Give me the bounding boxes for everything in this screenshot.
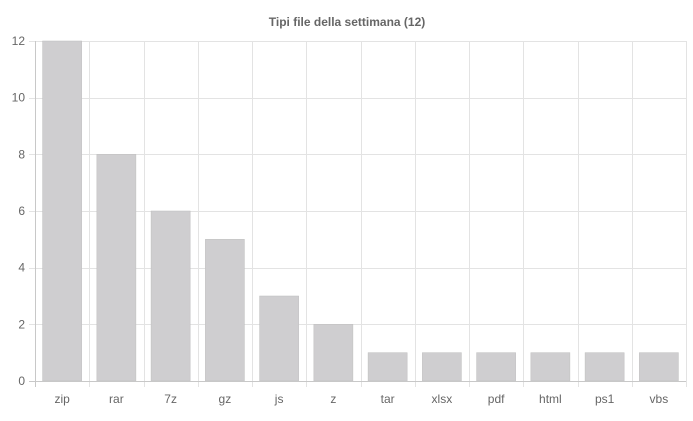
bar-xlsx[interactable] [422, 352, 462, 382]
bar-js[interactable] [259, 295, 299, 382]
y-tick-label: 6 [18, 204, 25, 218]
bar-gz[interactable] [205, 239, 245, 382]
y-tick-label: 8 [18, 147, 25, 161]
x-tick-label: xlsx [432, 392, 453, 406]
x-tick-label: gz [219, 392, 232, 406]
x-tick-label: html [539, 392, 562, 406]
bar-tar[interactable] [367, 352, 408, 382]
bar-html[interactable] [530, 352, 571, 382]
x-axis-tick-labels: zip rar 7z gz js z tar xlsx pdf html ps1 vbs [54, 392, 668, 406]
x-tick-label: ps1 [595, 392, 615, 406]
y-tick-label: 4 [18, 261, 25, 275]
bar-7z[interactable] [150, 210, 191, 382]
bar-ps1[interactable] [584, 352, 625, 382]
x-tick-label: z [330, 392, 336, 406]
x-tick-label: tar [381, 392, 395, 406]
x-tick-label: js [274, 392, 284, 406]
bar-vbs[interactable] [639, 352, 679, 382]
x-tick-label: rar [109, 392, 124, 406]
bar-zip[interactable] [42, 40, 82, 382]
y-tick-label: 10 [12, 91, 26, 105]
axes [29, 41, 686, 387]
x-tick-label: zip [54, 392, 70, 406]
x-tick-label: 7z [164, 392, 177, 406]
bar-rar[interactable] [96, 154, 137, 382]
y-tick-label: 2 [18, 317, 25, 331]
bar-z[interactable] [313, 324, 354, 382]
bars [42, 40, 679, 382]
chart-title: Tipi file della settimana (12) [269, 15, 426, 29]
grid-lines [29, 41, 687, 387]
x-tick-label: vbs [650, 392, 669, 406]
x-tick-label: pdf [488, 392, 505, 406]
y-axis-tick-labels: 0 2 4 6 8 10 12 [12, 34, 26, 388]
bar-pdf[interactable] [476, 352, 516, 382]
y-tick-label: 0 [18, 374, 25, 388]
y-tick-label: 12 [12, 34, 26, 48]
